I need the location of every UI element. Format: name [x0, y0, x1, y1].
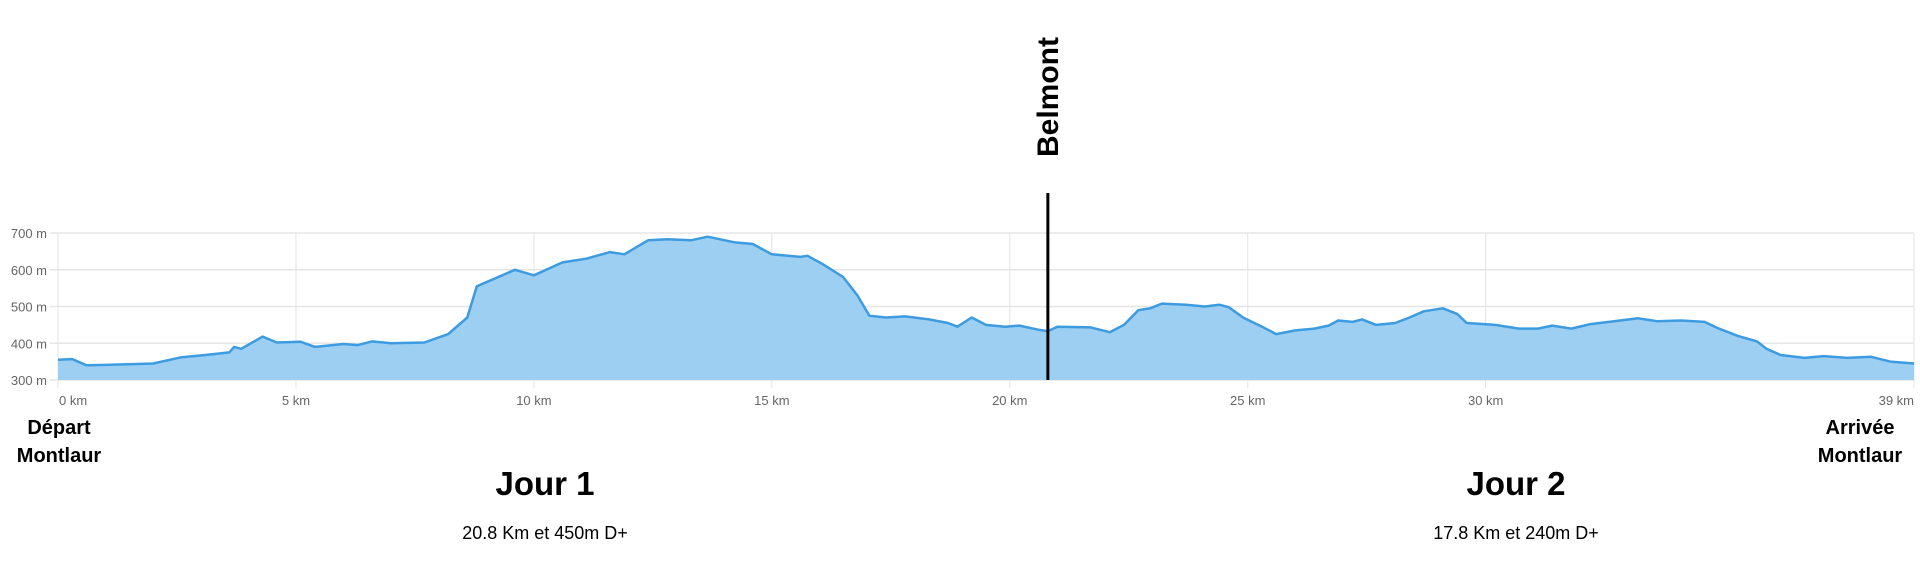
y-tick-label: 300 m: [11, 373, 47, 388]
start-label: Départ Montlaur: [0, 414, 139, 470]
start-label-line1: Départ: [27, 417, 91, 439]
start-label-line2: Montlaur: [16, 445, 102, 467]
end-label-line1: Arrivée: [1825, 417, 1895, 439]
elevation-area: [58, 236, 1914, 380]
x-axis: 0 km 5 km 10 km 15 km 20 km 25 km 30 km 39 km: [59, 393, 1914, 408]
y-tick-label: 700 m: [11, 226, 47, 241]
day1-title: Jour 1: [495, 465, 595, 502]
day1-stats: 20.8 Km et 450m D+: [462, 523, 628, 543]
elevation-line: [57, 235, 1915, 367]
day2-title: Jour 2: [1466, 465, 1566, 502]
y-tick-label: 500 m: [11, 300, 47, 315]
x-tick-label: 0 km: [59, 393, 87, 408]
y-axis: 300 m 400 m 500 m 600 m 700 m: [11, 226, 47, 388]
x-tick-label: 25 km: [1230, 393, 1265, 408]
end-label: Arrivée Montlaur: [1780, 414, 1920, 470]
x-tick-label: 15 km: [754, 393, 789, 408]
x-tick-label: 5 km: [282, 393, 310, 408]
x-tick-label: 30 km: [1468, 393, 1503, 408]
x-tick-label: 20 km: [992, 393, 1027, 408]
day2-stats: 17.8 Km et 240m D+: [1433, 523, 1599, 543]
x-tick-label: 10 km: [516, 393, 551, 408]
belmont-marker-label: Belmont: [1032, 37, 1065, 157]
y-tick-label: 400 m: [11, 336, 47, 351]
end-label-line2: Montlaur: [1817, 445, 1903, 467]
x-tick-label: 39 km: [1879, 393, 1914, 408]
y-tick-label: 600 m: [11, 263, 47, 278]
